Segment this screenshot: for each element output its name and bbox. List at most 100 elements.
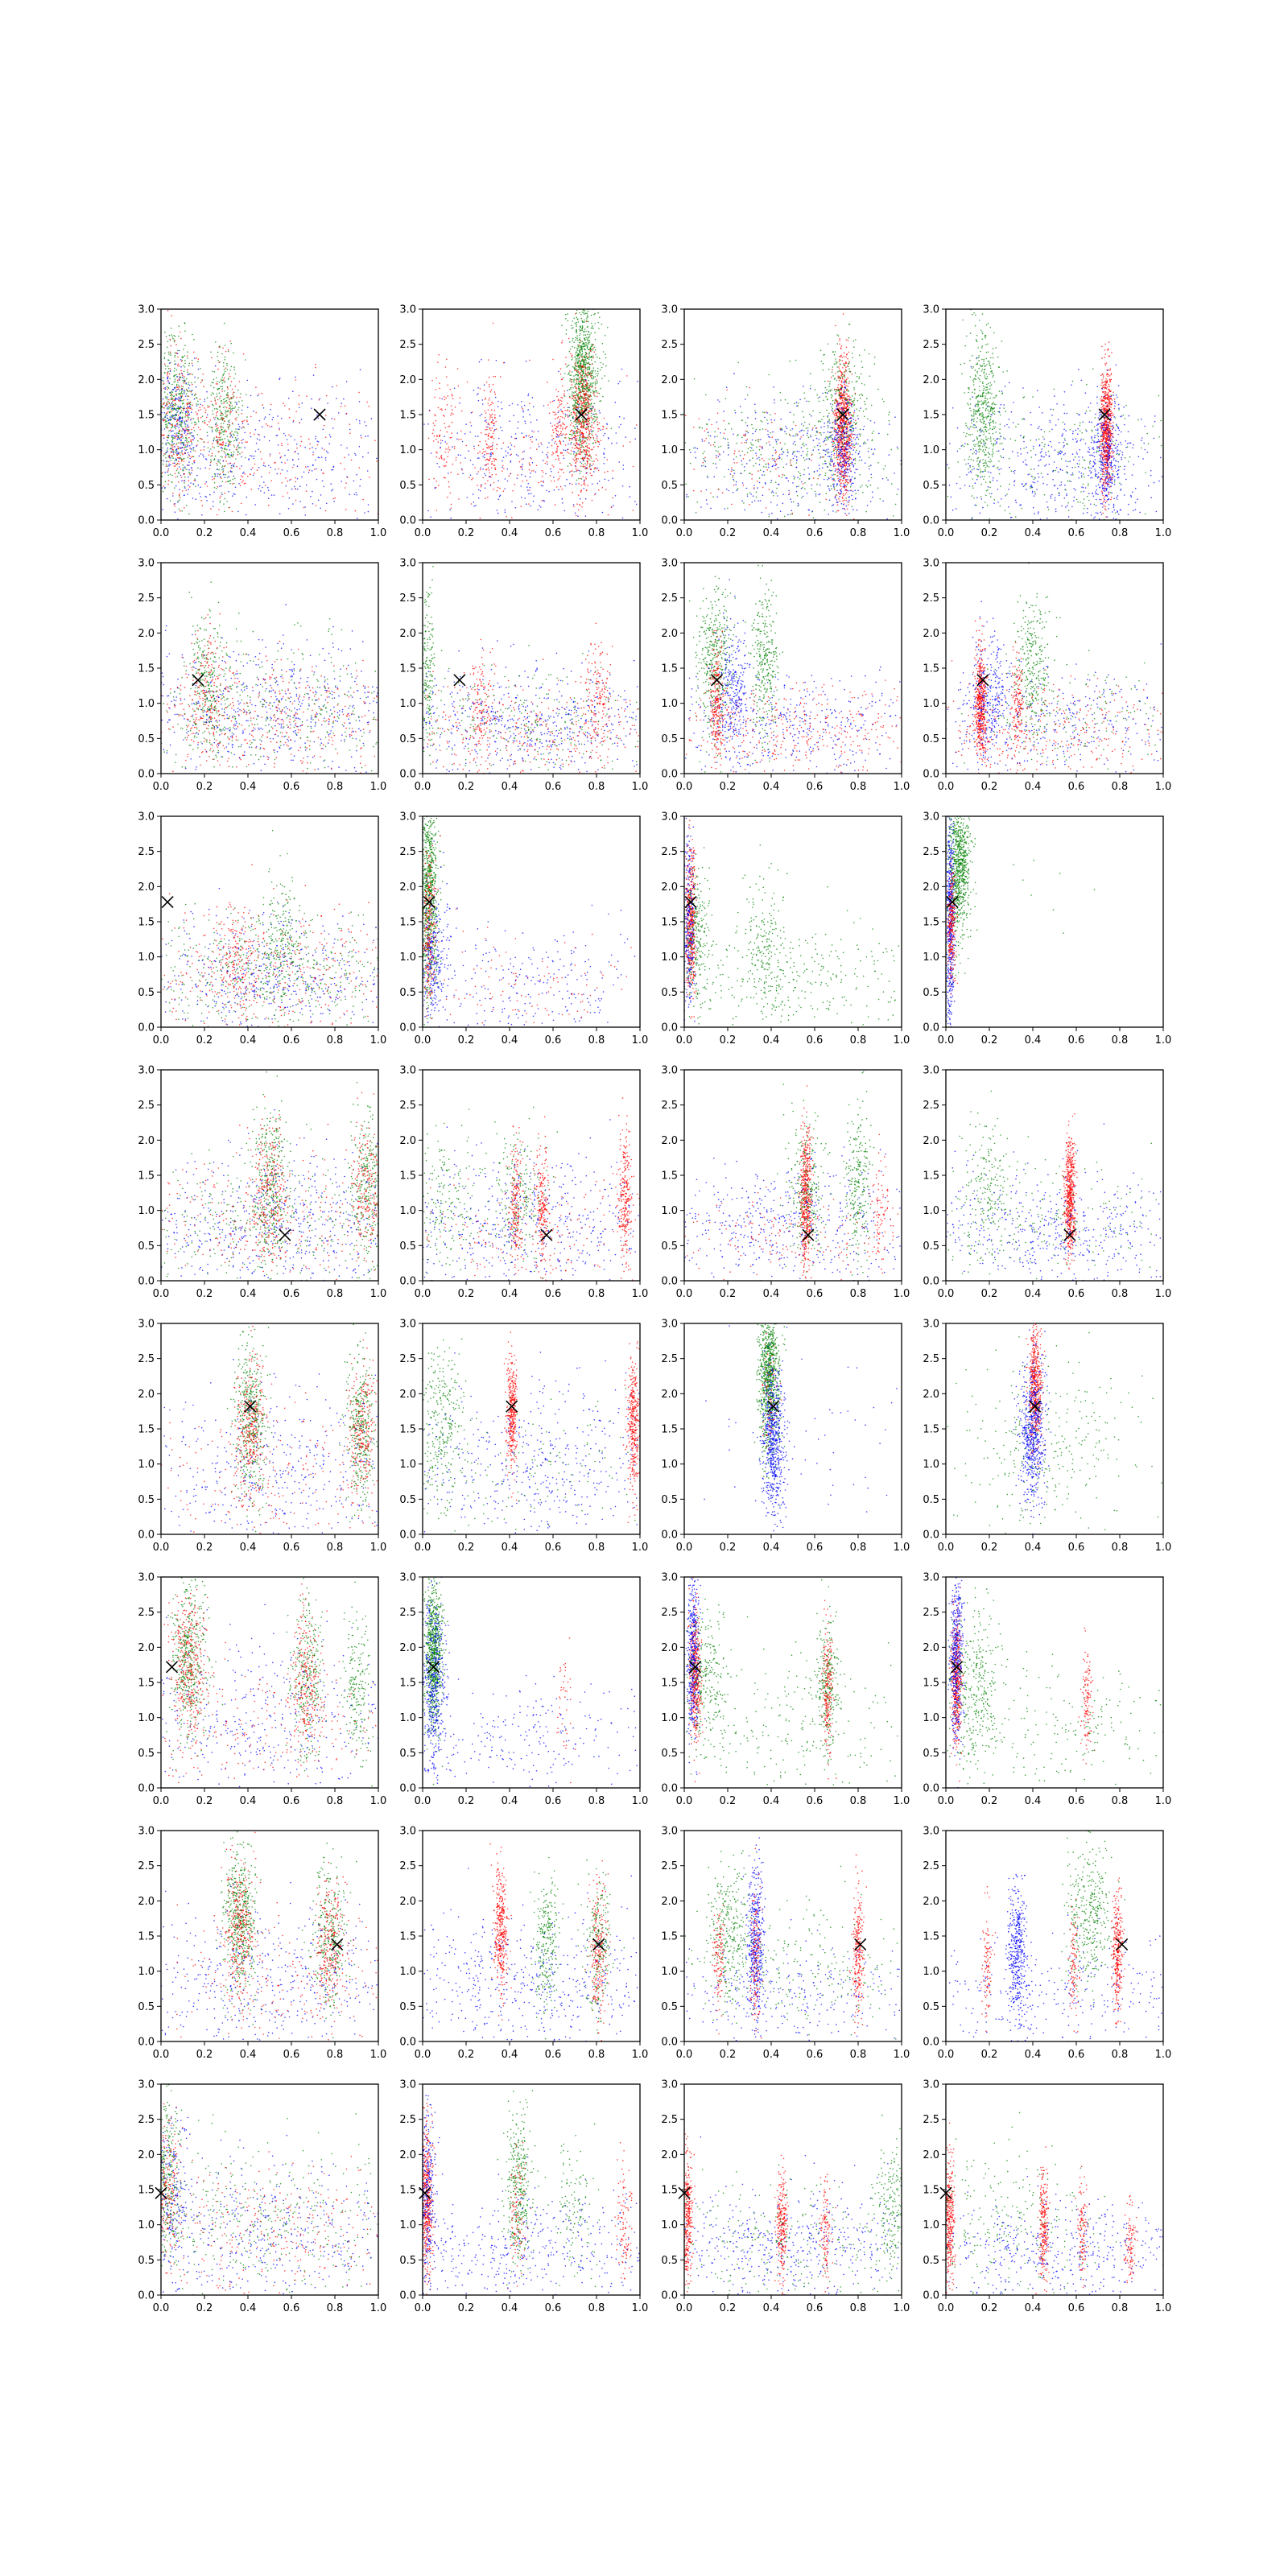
data-point bbox=[575, 379, 577, 381]
data-point bbox=[447, 384, 448, 386]
data-point bbox=[177, 471, 180, 473]
data-point bbox=[842, 418, 844, 420]
data-point bbox=[576, 369, 577, 371]
data-point bbox=[845, 459, 847, 461]
data-point bbox=[591, 382, 593, 385]
data-point bbox=[226, 386, 229, 388]
data-point bbox=[255, 442, 258, 444]
data-point bbox=[847, 456, 849, 458]
data-point bbox=[579, 334, 580, 336]
data-point bbox=[586, 318, 588, 320]
data-point bbox=[531, 397, 534, 398]
data-point bbox=[176, 425, 178, 427]
data-point bbox=[593, 418, 595, 420]
data-point bbox=[529, 414, 530, 415]
data-point bbox=[580, 410, 583, 411]
data-point bbox=[180, 399, 181, 402]
data-point bbox=[170, 423, 172, 426]
data-point bbox=[229, 440, 231, 442]
data-point bbox=[595, 391, 597, 393]
data-point bbox=[491, 445, 493, 448]
data-point bbox=[485, 440, 487, 442]
data-point bbox=[229, 436, 231, 438]
data-point bbox=[211, 452, 213, 455]
data-point bbox=[225, 350, 227, 353]
data-point bbox=[197, 467, 199, 469]
data-point bbox=[180, 443, 182, 445]
data-point bbox=[580, 444, 582, 446]
data-point bbox=[844, 405, 846, 407]
data-point bbox=[591, 398, 592, 400]
data-point bbox=[166, 449, 168, 452]
data-point bbox=[448, 425, 451, 427]
data-point bbox=[444, 398, 446, 401]
data-point bbox=[367, 435, 369, 437]
data-point bbox=[585, 452, 588, 454]
data-point bbox=[183, 409, 184, 411]
data-point bbox=[221, 477, 222, 480]
data-point bbox=[192, 427, 195, 429]
data-point bbox=[299, 407, 300, 408]
data-point bbox=[563, 440, 564, 442]
data-point bbox=[226, 365, 228, 367]
data-point bbox=[605, 353, 606, 355]
data-point bbox=[177, 432, 180, 434]
data-point bbox=[597, 436, 598, 437]
data-point bbox=[179, 466, 180, 468]
data-point bbox=[580, 477, 582, 480]
data-point bbox=[551, 454, 553, 456]
data-point bbox=[448, 449, 451, 451]
data-point bbox=[230, 454, 233, 456]
data-point bbox=[217, 464, 218, 466]
data-point bbox=[452, 413, 454, 415]
data-point bbox=[564, 410, 566, 411]
data-point bbox=[584, 368, 585, 370]
data-point bbox=[226, 448, 228, 451]
data-point bbox=[587, 407, 588, 409]
data-point bbox=[237, 389, 239, 391]
data-point bbox=[283, 432, 285, 435]
data-point bbox=[588, 443, 590, 445]
data-point bbox=[182, 400, 184, 402]
data-point bbox=[225, 454, 227, 456]
data-point bbox=[589, 395, 592, 397]
data-point bbox=[229, 462, 231, 464]
data-point bbox=[456, 432, 459, 434]
data-point bbox=[588, 435, 590, 437]
data-point bbox=[167, 387, 170, 390]
data-point bbox=[185, 415, 187, 416]
data-point bbox=[844, 485, 845, 488]
data-point bbox=[184, 395, 187, 398]
data-point bbox=[173, 341, 175, 343]
data-point bbox=[218, 439, 221, 440]
data-point bbox=[555, 486, 558, 488]
data-point bbox=[235, 458, 237, 460]
data-point bbox=[489, 397, 490, 399]
data-point bbox=[567, 320, 569, 322]
data-point bbox=[180, 360, 183, 362]
data-point bbox=[594, 338, 597, 341]
data-point bbox=[173, 418, 175, 419]
data-point bbox=[603, 453, 605, 455]
data-point bbox=[569, 380, 571, 382]
data-point bbox=[186, 355, 188, 357]
data-point bbox=[571, 483, 573, 485]
data-point bbox=[258, 467, 260, 469]
data-point bbox=[577, 356, 579, 357]
data-point bbox=[588, 439, 591, 441]
data-point bbox=[213, 439, 215, 441]
data-point bbox=[174, 460, 175, 462]
data-point bbox=[178, 399, 180, 402]
data-point bbox=[571, 422, 573, 424]
data-point bbox=[232, 453, 234, 456]
data-point bbox=[535, 464, 538, 467]
data-point bbox=[184, 444, 187, 446]
data-point bbox=[586, 353, 588, 355]
data-point bbox=[231, 422, 233, 424]
data-point bbox=[224, 497, 226, 500]
data-point bbox=[175, 464, 177, 465]
data-point bbox=[305, 490, 308, 492]
data-point bbox=[570, 379, 572, 381]
data-point bbox=[587, 395, 589, 397]
data-point bbox=[485, 452, 488, 455]
